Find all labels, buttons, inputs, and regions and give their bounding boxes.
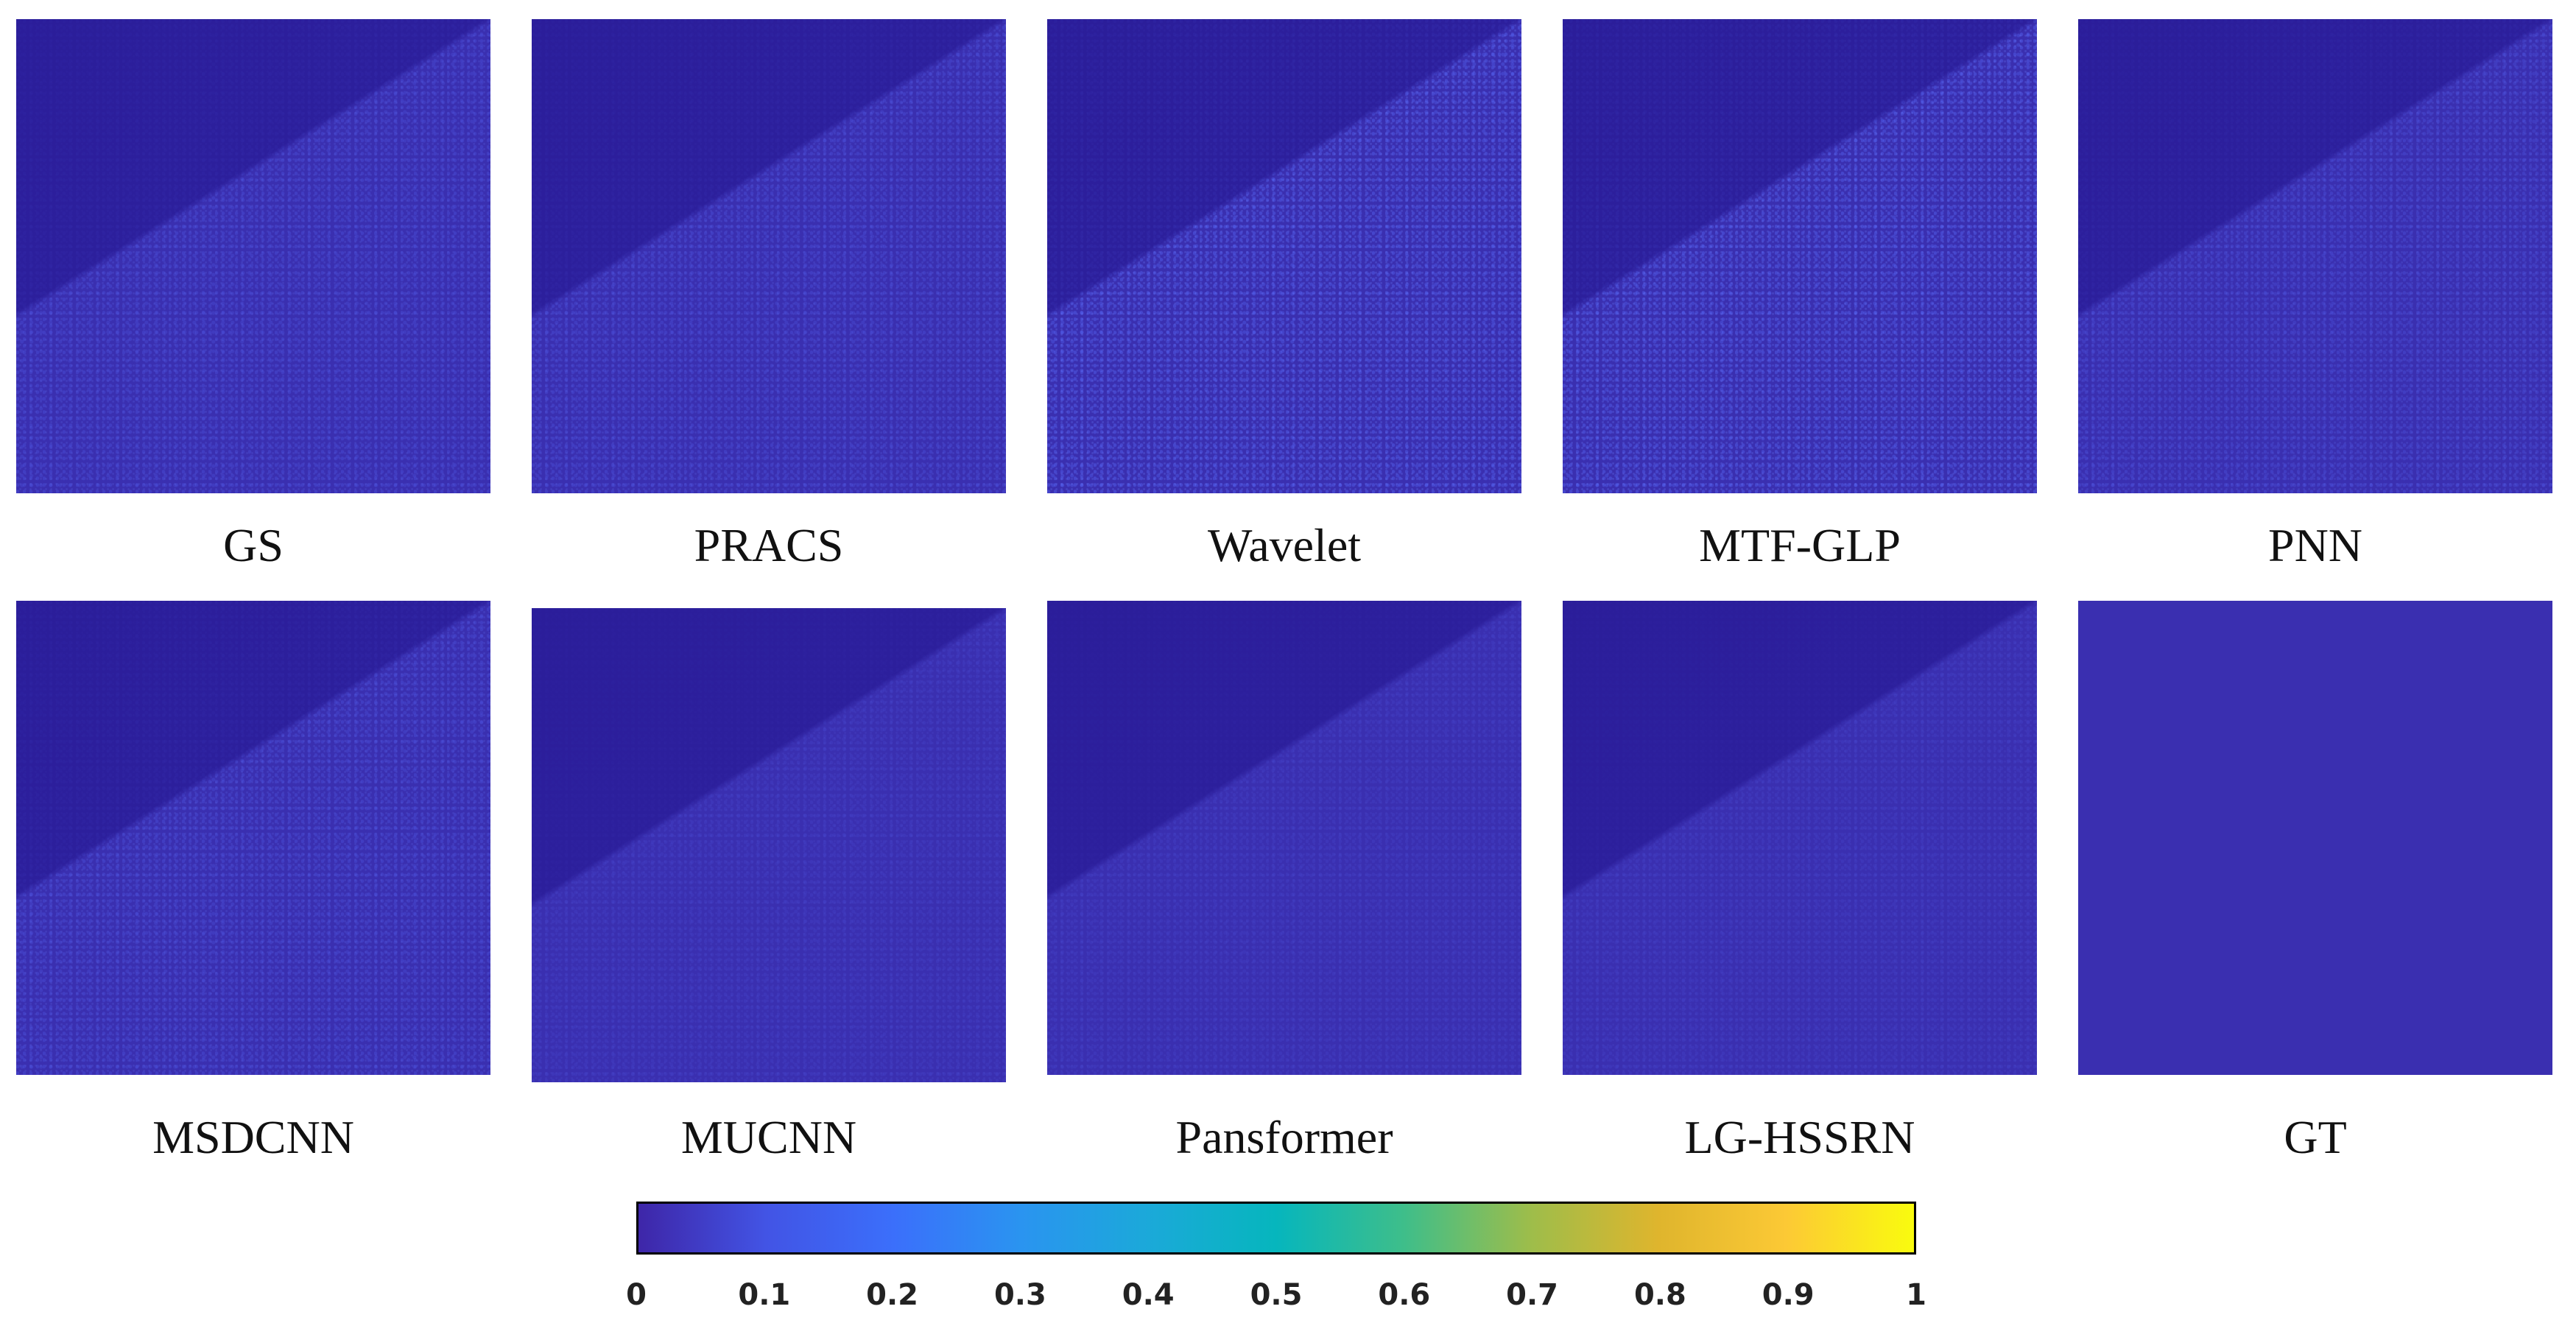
colorbar-tick-label: 0 bbox=[626, 1278, 647, 1312]
error-map-mtf-glp bbox=[1563, 19, 2037, 493]
colorbar-tick-label: 0.8 bbox=[1633, 1278, 1686, 1312]
colorbar-tick-label: 0.3 bbox=[993, 1278, 1046, 1312]
error-map-msdcnn bbox=[16, 601, 490, 1075]
caption-gt: GT bbox=[2284, 1111, 2347, 1163]
error-map-wavelet bbox=[1047, 19, 1521, 493]
caption-pansformer: Pansformer bbox=[1175, 1111, 1393, 1163]
error-map-gt bbox=[2078, 601, 2552, 1075]
caption-msdcnn: MSDCNN bbox=[152, 1111, 354, 1163]
colorbar-tick-label: 1 bbox=[1906, 1278, 1926, 1312]
caption-mtf-glp: MTF-GLP bbox=[1699, 519, 1901, 571]
caption-pnn: PNN bbox=[2267, 519, 2363, 571]
caption-pracs: PRACS bbox=[694, 519, 844, 571]
caption-wavelet: Wavelet bbox=[1207, 519, 1362, 571]
colorbar-tick-label: 0.4 bbox=[1122, 1278, 1175, 1312]
error-map-pracs bbox=[532, 19, 1006, 493]
colorbar-tick-label: 0.1 bbox=[738, 1278, 791, 1312]
colorbar-tick-label: 0.6 bbox=[1378, 1278, 1431, 1312]
caption-lg-hssrn: LG-HSSRN bbox=[1684, 1111, 1915, 1163]
caption-mucnn: MUCNN bbox=[680, 1111, 857, 1163]
colorbar-tick-label: 0.2 bbox=[866, 1278, 919, 1312]
colorbar-tick-label: 0.5 bbox=[1250, 1278, 1303, 1312]
error-map-lg-hssrn bbox=[1563, 601, 2037, 1075]
colorbar-tick-label: 0.7 bbox=[1506, 1278, 1559, 1312]
colorbar-tick-label: 0.9 bbox=[1762, 1278, 1815, 1312]
error-map-pnn bbox=[2078, 19, 2552, 493]
error-map-mucnn bbox=[532, 608, 1006, 1082]
caption-gs: GS bbox=[223, 519, 284, 571]
error-map-pansformer bbox=[1047, 601, 1521, 1075]
error-map-gs bbox=[16, 19, 490, 493]
colorbar bbox=[636, 1202, 1916, 1255]
